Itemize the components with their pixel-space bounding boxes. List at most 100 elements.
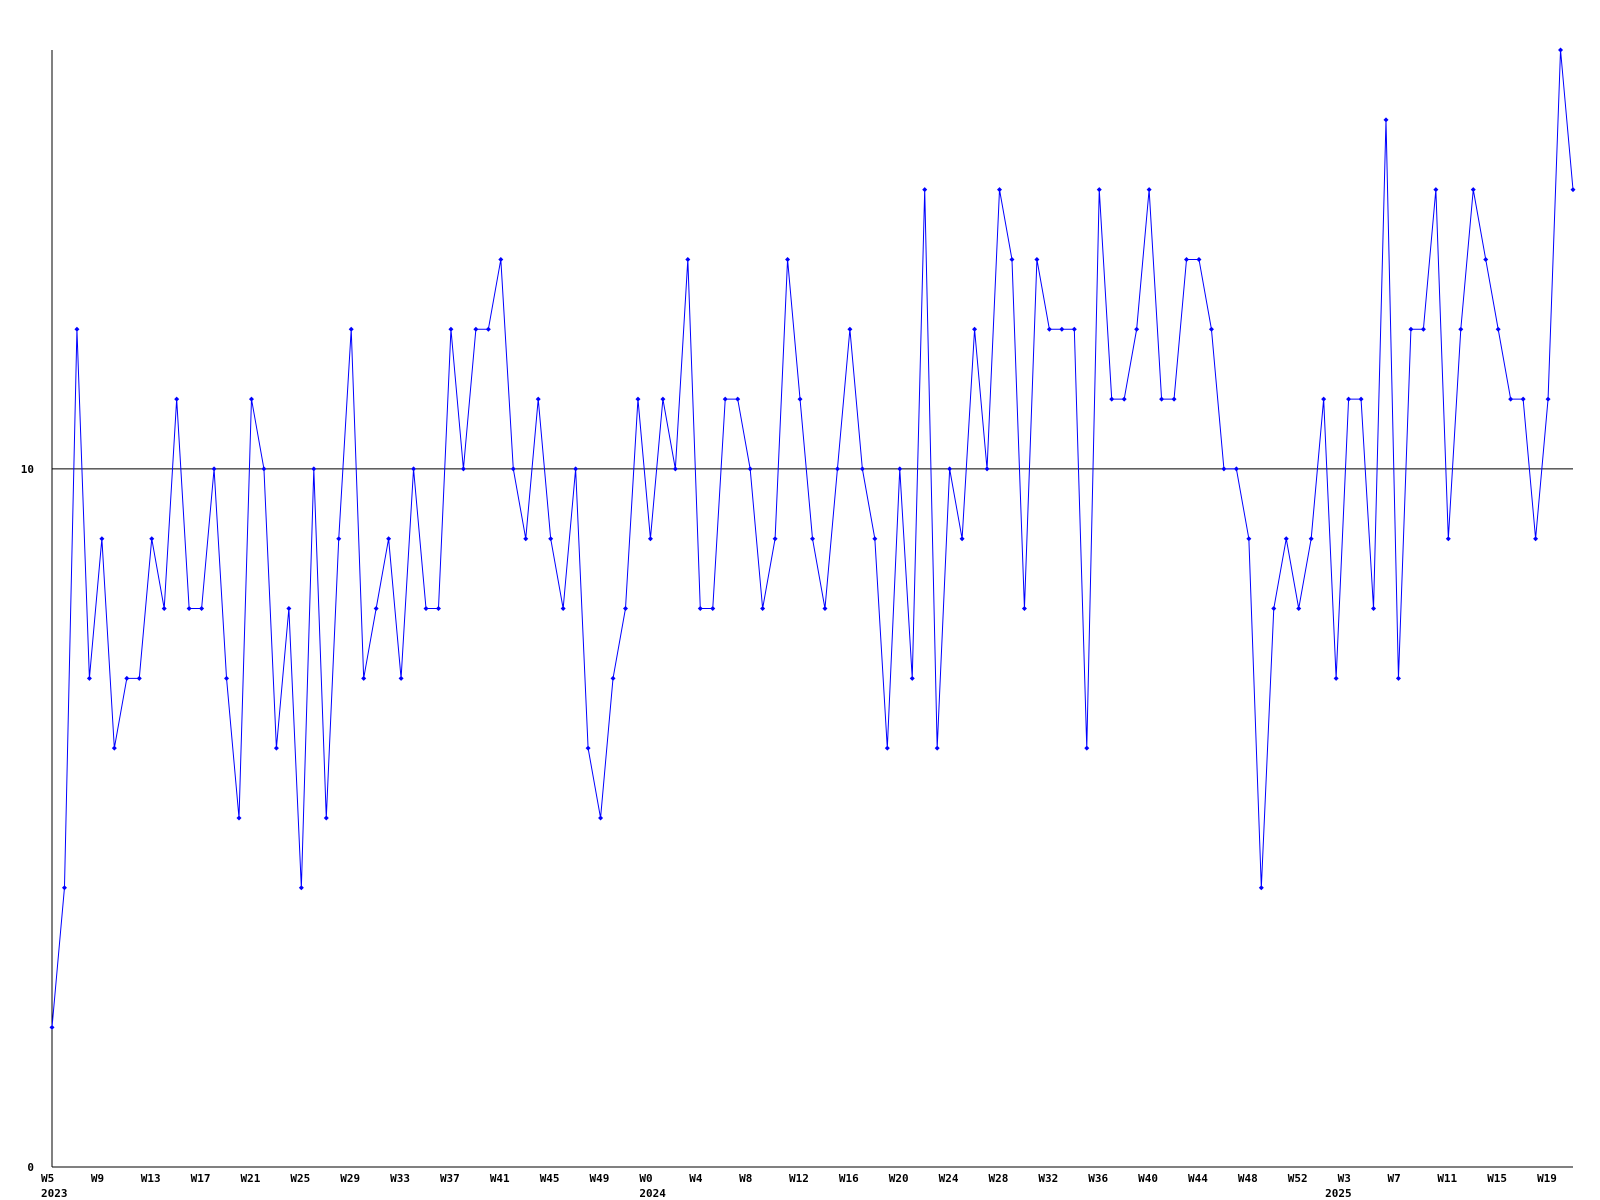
data-point (1221, 466, 1227, 472)
data-point (647, 536, 653, 542)
data-point (74, 326, 80, 332)
data-point (685, 256, 691, 262)
data-point (1545, 396, 1551, 402)
data-point (635, 396, 641, 402)
data-point (1296, 606, 1302, 611)
x-tick-label: W9 (91, 1172, 104, 1185)
data-point (286, 606, 292, 611)
data-point (111, 745, 117, 751)
data-point (722, 396, 728, 402)
data-point (1570, 187, 1576, 193)
x-tick-label: W45 (540, 1172, 560, 1185)
x-tick-label: W40 (1138, 1172, 1158, 1185)
data-point (1196, 256, 1202, 262)
data-point (261, 466, 267, 472)
x-tick-label: W48 (1238, 1172, 1258, 1185)
data-point (747, 466, 753, 472)
data-point (248, 396, 254, 402)
data-point (1283, 536, 1289, 542)
data-point (1171, 396, 1177, 402)
x-tick-label: W4 (689, 1172, 703, 1185)
data-point (61, 885, 67, 891)
data-point (361, 675, 367, 681)
y-tick-label: 0 (27, 1161, 34, 1174)
data-point (174, 396, 180, 402)
data-point (1508, 396, 1514, 402)
x-tick-label: W24 (939, 1172, 959, 1185)
x-tick-label: W21 (240, 1172, 260, 1185)
data-point (1458, 326, 1464, 332)
data-point (934, 745, 940, 751)
x-tick-label: W44 (1188, 1172, 1208, 1185)
data-point (997, 187, 1003, 193)
data-point (1021, 606, 1027, 611)
data-point (211, 466, 217, 472)
year-label: 2025 (1325, 1187, 1352, 1200)
data-point (199, 606, 205, 611)
x-tick-label: W8 (739, 1172, 752, 1185)
x-tick-label: W20 (889, 1172, 909, 1185)
data-point (124, 675, 130, 681)
data-point (585, 745, 591, 751)
data-point (1383, 117, 1389, 123)
data-point (735, 396, 741, 402)
data-point (922, 187, 928, 193)
data-point (1009, 256, 1015, 262)
data-point (822, 606, 828, 611)
data-point (672, 466, 678, 472)
data-point (872, 536, 878, 542)
data-point (1346, 396, 1352, 402)
x-tick-label: W41 (490, 1172, 510, 1185)
data-point (1558, 47, 1564, 53)
data-point (1371, 606, 1377, 611)
data-point (485, 326, 491, 332)
data-point (573, 466, 579, 472)
x-tick-label: W11 (1437, 1172, 1457, 1185)
x-tick-label: W32 (1038, 1172, 1058, 1185)
data-point (909, 675, 915, 681)
data-point (498, 256, 504, 262)
data-point (697, 606, 703, 611)
data-point (1533, 536, 1539, 542)
data-point (423, 606, 429, 611)
data-point (336, 536, 342, 542)
x-tick-label: W19 (1537, 1172, 1557, 1185)
data-point (1420, 326, 1426, 332)
data-point (136, 675, 142, 681)
data-point (386, 536, 392, 542)
x-tick-label: W16 (839, 1172, 859, 1185)
x-tick-label: W0 (639, 1172, 652, 1185)
data-point (1445, 536, 1451, 542)
data-point (1483, 256, 1489, 262)
data-point (859, 466, 865, 472)
data-point (186, 606, 192, 611)
data-point (710, 606, 716, 611)
data-point (1520, 396, 1526, 402)
data-point (411, 466, 417, 472)
x-tick-label: W28 (989, 1172, 1009, 1185)
data-point (847, 326, 853, 332)
data-point (398, 675, 404, 681)
data-point (947, 466, 953, 472)
data-point (1208, 326, 1214, 332)
data-point (598, 815, 604, 821)
data-point (884, 745, 890, 751)
data-point (610, 675, 616, 681)
data-point (149, 536, 155, 542)
data-point (1233, 466, 1239, 472)
data-point (435, 606, 441, 611)
data-point (348, 326, 354, 332)
data-point (460, 466, 466, 472)
year-label: 2024 (639, 1187, 666, 1200)
x-tick-label: W3 (1338, 1172, 1351, 1185)
data-point (1109, 396, 1115, 402)
data-point (660, 396, 666, 402)
y-tick-label: 10 (21, 463, 34, 476)
data-point (1134, 326, 1140, 332)
data-point (622, 606, 628, 611)
data-point (1096, 187, 1102, 193)
data-point (373, 606, 379, 611)
x-tick-label: W49 (590, 1172, 610, 1185)
x-tick-label: W17 (191, 1172, 211, 1185)
